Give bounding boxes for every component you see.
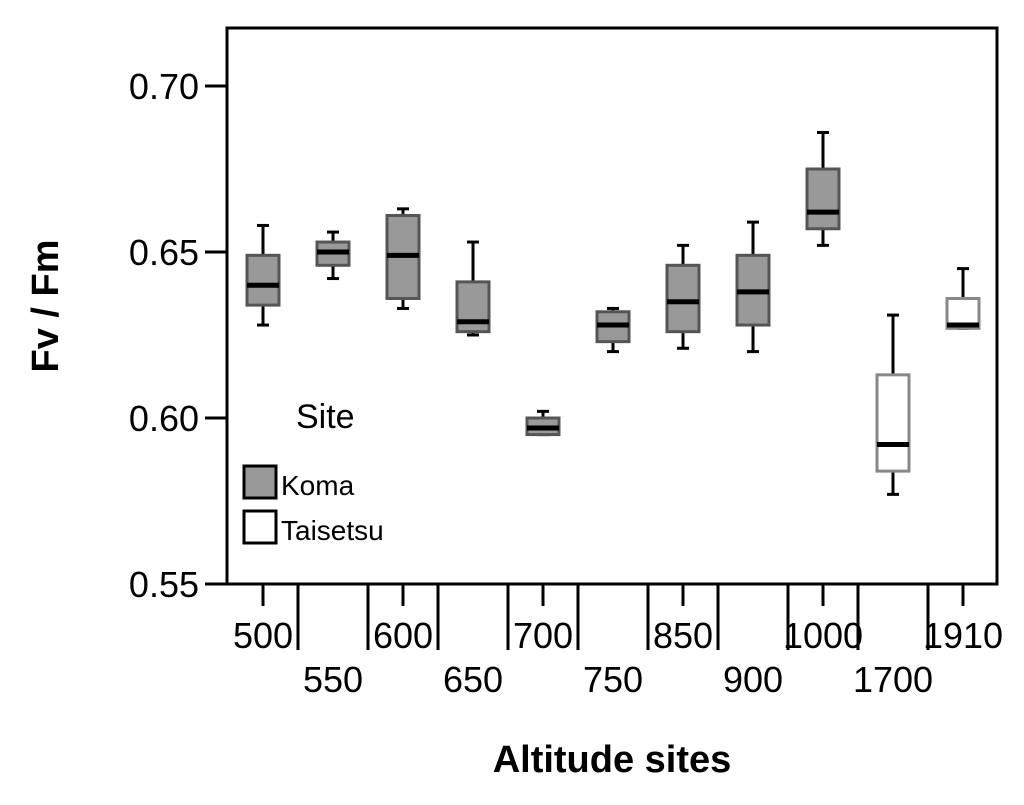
- x-tick-label: 750: [583, 659, 643, 700]
- box-body: [245, 253, 281, 307]
- box-850: [665, 243, 701, 350]
- legend: Site Koma Taisetsu: [242, 398, 384, 546]
- y-tick-label: 0.55: [129, 564, 199, 605]
- box-700: [525, 409, 561, 437]
- x-tick-label: 700: [513, 615, 573, 656]
- box-1000: [805, 130, 841, 247]
- box-650: [455, 240, 491, 337]
- box-1910: [945, 267, 981, 330]
- x-tick-label: 600: [373, 615, 433, 656]
- y-axis-title: Fv / Fm: [25, 239, 67, 372]
- box-series: [245, 130, 981, 496]
- y-axis: 0.55 0.60 0.65 0.70: [129, 66, 227, 605]
- x-tick-label: 1000: [783, 615, 863, 656]
- x-tick-label: 550: [303, 659, 363, 700]
- x-tick-label: 1910: [923, 615, 1003, 656]
- box-550: [315, 230, 351, 281]
- x-tick-label: 850: [653, 615, 713, 656]
- box-500: [245, 223, 281, 327]
- box-750: [595, 306, 631, 354]
- box-body: [665, 263, 701, 334]
- x-tick-label: 900: [723, 659, 783, 700]
- x-axis-title: Altitude sites: [493, 739, 732, 781]
- x-tick-label: 650: [443, 659, 503, 700]
- x-tick-label: 1700: [853, 659, 933, 700]
- legend-label-koma: Koma: [281, 470, 355, 501]
- y-tick-label: 0.65: [129, 232, 199, 273]
- box-600: [385, 207, 421, 310]
- x-tick-label: 500: [233, 615, 293, 656]
- legend-title: Site: [296, 398, 355, 436]
- y-tick-label: 0.60: [129, 398, 199, 439]
- legend-label-taisetsu: Taisetsu: [281, 515, 384, 546]
- box-body: [805, 167, 841, 231]
- y-tick-label: 0.70: [129, 66, 199, 107]
- box-900: [735, 220, 771, 354]
- legend-swatch-taisetsu: [242, 509, 278, 545]
- legend-swatch-koma: [242, 464, 278, 500]
- plot-frame: [225, 26, 999, 586]
- box-body: [875, 373, 911, 473]
- box-1700: [875, 313, 911, 496]
